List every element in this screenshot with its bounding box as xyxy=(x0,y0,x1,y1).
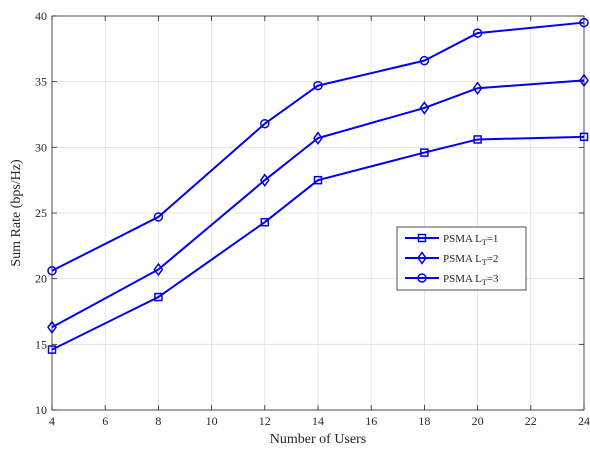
x-tick-label: 4 xyxy=(49,414,55,428)
data-point-diamond xyxy=(313,131,323,145)
legend-entry: PSMA LT=3 xyxy=(405,273,499,287)
data-point-diamond xyxy=(153,262,164,277)
legend-label: PSMA LT=1 xyxy=(443,233,498,247)
data-point-diamond xyxy=(259,173,270,187)
y-tick-label: 20 xyxy=(35,272,47,286)
y-tick-label: 25 xyxy=(35,206,47,220)
data-point-square xyxy=(313,175,323,185)
y-tick-label: 40 xyxy=(35,9,47,23)
plot-frame xyxy=(51,15,585,411)
data-point-square xyxy=(420,148,429,157)
x-tick-label: 22 xyxy=(525,414,537,428)
data-point-circle xyxy=(153,212,164,222)
y-tick-label: 15 xyxy=(35,337,47,351)
x-tick-label: 18 xyxy=(418,414,430,428)
legend-marker-circle xyxy=(417,273,427,283)
y-tick-label: 10 xyxy=(35,403,47,417)
legend-marker-square xyxy=(417,233,427,243)
series-line xyxy=(51,135,585,351)
legend-label: PSMA LT=3 xyxy=(443,273,499,287)
legend-marker-diamond xyxy=(417,251,427,265)
x-tick-label: 8 xyxy=(155,414,161,428)
y-tick-label: 35 xyxy=(35,75,47,89)
legend-entry: PSMA LT=1 xyxy=(405,233,498,247)
data-point-diamond xyxy=(419,101,430,115)
x-tick-label: 20 xyxy=(472,414,484,428)
series-1 xyxy=(47,132,589,354)
x-tick-label: 10 xyxy=(206,414,218,428)
x-tick-label: 16 xyxy=(365,414,377,428)
data-point-circle xyxy=(313,80,323,91)
data-point-square xyxy=(154,292,163,302)
data-point-diamond xyxy=(472,81,483,96)
series-line xyxy=(51,21,585,272)
y-axis-label: Sum Rate (bps/Hz) xyxy=(9,159,24,267)
data-point-square xyxy=(473,135,482,144)
data-point-circle xyxy=(419,55,430,66)
legend: PSMA LT=1 PSMA LT=2 PSMA LT=3 xyxy=(396,226,527,291)
data-point-circle xyxy=(260,118,270,129)
legend-entry: PSMA LT=2 xyxy=(405,251,498,267)
x-tick-label: 12 xyxy=(259,414,271,428)
series-line xyxy=(51,79,585,329)
y-tick-label: 30 xyxy=(35,140,47,154)
x-tick-label: 6 xyxy=(102,414,108,428)
x-axis-label: Number of Users xyxy=(270,432,366,447)
data-point-circle xyxy=(472,28,483,38)
legend-label: PSMA LT=2 xyxy=(443,253,498,267)
x-tick-label: 14 xyxy=(312,414,324,428)
x-tick-label: 24 xyxy=(578,414,590,428)
data-point-square xyxy=(260,217,270,227)
